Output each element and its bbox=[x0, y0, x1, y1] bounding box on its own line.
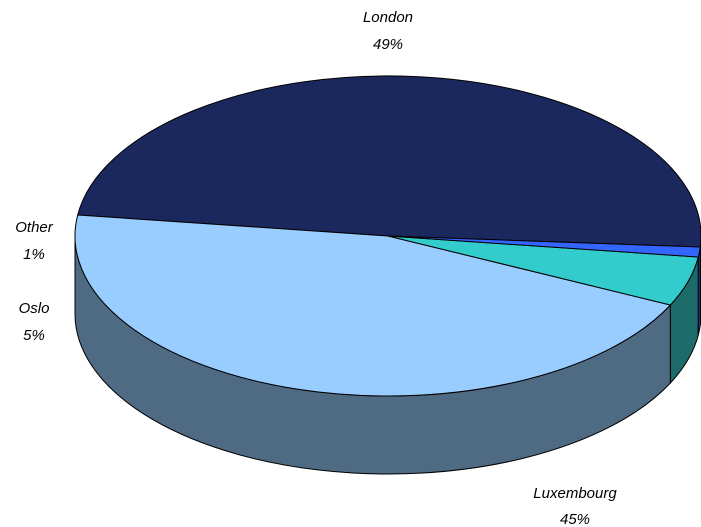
pie-slices bbox=[74, 75, 701, 397]
slice-value-other: 1% bbox=[23, 246, 45, 263]
slice-label-luxembourg: Luxembourg bbox=[533, 485, 617, 502]
slice-london bbox=[77, 75, 701, 248]
pie-labels: London 49% Other 1% Oslo 5% Luxembourg 4… bbox=[15, 9, 617, 527]
slice-luxembourg bbox=[74, 214, 672, 397]
slice-other bbox=[387, 235, 701, 258]
slice-value-london: 49% bbox=[373, 36, 403, 53]
slice-label-other: Other bbox=[15, 219, 54, 236]
slice-value-oslo: 5% bbox=[23, 327, 45, 344]
slice-value-luxembourg: 45% bbox=[560, 511, 590, 527]
slice-side-other bbox=[697, 246, 701, 336]
slice-label-oslo: Oslo bbox=[19, 300, 50, 317]
slice-label-london: London bbox=[363, 9, 413, 26]
